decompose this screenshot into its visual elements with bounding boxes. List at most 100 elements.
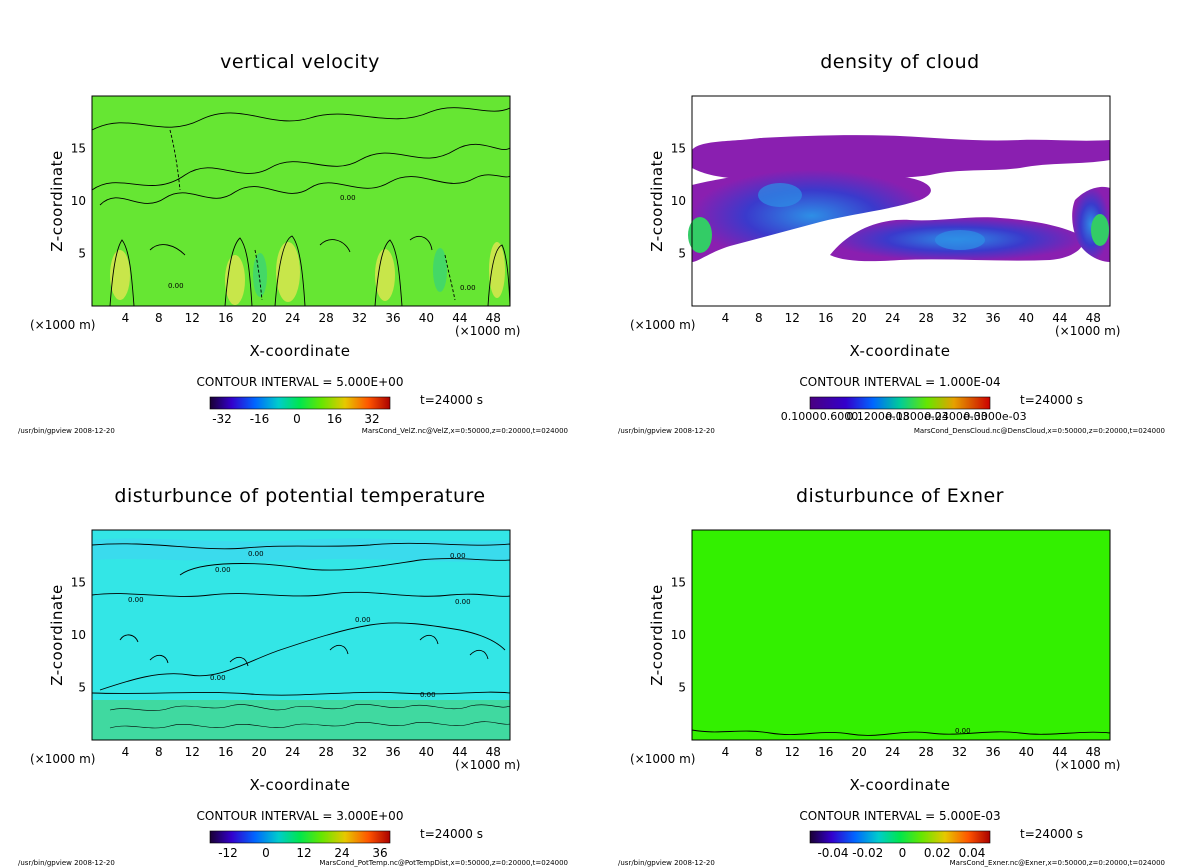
x-tick-label: 4 bbox=[722, 745, 730, 759]
x-unit-label: (×1000 m) bbox=[30, 752, 95, 766]
colorbar-tick-label: 0.2400e-03 bbox=[924, 410, 987, 423]
x-tick-label: 20 bbox=[252, 311, 267, 325]
colorbar-tick-label: -0.02 bbox=[852, 846, 883, 860]
chart-title: disturbunce of Exner bbox=[796, 485, 1004, 507]
cloud-core bbox=[758, 183, 802, 207]
colorbar-tick-label: 36 bbox=[372, 846, 387, 860]
x-axis: 4 8 12 16 20 24 28 32 36 40 44 48 (×1000 m) (×1000 … bbox=[30, 311, 520, 360]
x-tick-label: 16 bbox=[218, 745, 233, 759]
x-tick-label: 40 bbox=[419, 745, 434, 759]
x-tick-label: 44 bbox=[452, 745, 467, 759]
contour-interval: CONTOUR INTERVAL = 1.000E-04 bbox=[799, 375, 1000, 389]
x-tick-label: 4 bbox=[122, 745, 130, 759]
x-axis-label: X-coordinate bbox=[850, 776, 951, 794]
contour-label: 0.00 bbox=[248, 550, 264, 558]
x-tick-label: 16 bbox=[818, 311, 833, 325]
colorbar-tick-label: 32 bbox=[364, 412, 379, 426]
chart-title: density of cloud bbox=[820, 51, 980, 73]
x-axis: 4 8 12 16 20 24 28 32 36 40 44 48 (×1000 m) (×1000 … bbox=[30, 745, 520, 794]
x-tick-label: 44 bbox=[1052, 745, 1067, 759]
contour-label: 0.00 bbox=[128, 596, 144, 604]
y-tick-label: 15 bbox=[671, 576, 686, 590]
x-tick-label: 40 bbox=[1019, 745, 1034, 759]
x-tick-label: 28 bbox=[918, 311, 933, 325]
cloud-layer-middle bbox=[692, 169, 931, 262]
colorbar-tick-label: -0.04 bbox=[817, 846, 848, 860]
x-tick-label: 40 bbox=[419, 311, 434, 325]
y-tick-label: 10 bbox=[671, 194, 686, 208]
x-tick-label: 44 bbox=[452, 311, 467, 325]
y-axis: 5 10 15 Z-coordinate bbox=[48, 576, 86, 695]
plot-area: 0.00 0.00 0.00 0.00 0.00 0.00 0.00 0.00 bbox=[91, 529, 511, 741]
contour-interval: CONTOUR INTERVAL = 5.000E-03 bbox=[799, 809, 1000, 823]
x-tick-label: 32 bbox=[952, 311, 967, 325]
field-low-region bbox=[433, 248, 447, 292]
x-axis: 4 8 12 16 20 24 28 32 36 40 44 48 (×1000 m) (×1000 … bbox=[630, 745, 1120, 794]
colorbar-tick-label: -32 bbox=[212, 412, 232, 426]
y-axis-label: Z-coordinate bbox=[648, 150, 666, 251]
x-unit-label: (×1000 m) bbox=[30, 318, 95, 332]
cloud-core bbox=[1091, 214, 1109, 246]
colorbar: -12 0 12 24 36 bbox=[209, 830, 391, 860]
colorbar-tick-label: -16 bbox=[250, 412, 270, 426]
colorbar-tick-labels: 0.1000 0.60000.1200e-030.1800e-030.2400e-… bbox=[781, 410, 1027, 423]
x-tick-label: 24 bbox=[285, 311, 300, 325]
panel-vertical-velocity: vertical velocity bbox=[18, 51, 568, 435]
chart-title: disturbunce of potential temperature bbox=[114, 485, 485, 507]
panel-exner: disturbunce of Exner 0.00 4 8 12 16 20 24 28 32… bbox=[618, 485, 1165, 867]
colorbar-strip bbox=[809, 396, 991, 410]
y-tick-labels: 5 10 15 bbox=[71, 576, 86, 695]
x-tick-label: 12 bbox=[785, 745, 800, 759]
contour-label: 0.00 bbox=[215, 566, 231, 574]
x-axis-label: X-coordinate bbox=[850, 342, 951, 360]
colorbar-tick-label: 0.1000 bbox=[781, 410, 820, 423]
x-tick-label: 20 bbox=[852, 745, 867, 759]
x-tick-label: 12 bbox=[185, 745, 200, 759]
field-background bbox=[92, 96, 510, 306]
y-tick-label: 15 bbox=[71, 142, 86, 156]
y-tick-label: 10 bbox=[71, 628, 86, 642]
contour-label: 0.00 bbox=[355, 616, 371, 624]
colorbar-tick-label: 0.1200e-03 bbox=[846, 410, 909, 423]
x-tick-label: 36 bbox=[985, 311, 1000, 325]
y-tick-label: 10 bbox=[71, 194, 86, 208]
x-tick-label: 8 bbox=[755, 745, 763, 759]
x-tick-labels: 4 8 12 16 20 24 28 32 36 40 44 48 bbox=[722, 311, 1101, 325]
time-label: t=24000 s bbox=[1020, 827, 1083, 841]
x-tick-label: 16 bbox=[818, 745, 833, 759]
colorbar-tick-label: 16 bbox=[327, 412, 342, 426]
contour-interval: CONTOUR INTERVAL = 5.000E+00 bbox=[197, 375, 404, 389]
colorbar-tick-label: 0.1800e-03 bbox=[885, 410, 948, 423]
colorbar-tick-label: 0 bbox=[293, 412, 301, 426]
chart-title: vertical velocity bbox=[220, 51, 380, 73]
x-tick-label: 36 bbox=[385, 311, 400, 325]
field-high-region bbox=[375, 249, 395, 301]
x-axis-label: X-coordinate bbox=[250, 776, 351, 794]
x-unit-label: (×1000 m) bbox=[455, 758, 520, 772]
contour-label: 0.00 bbox=[210, 674, 226, 682]
x-tick-label: 48 bbox=[1086, 311, 1101, 325]
panel-potential-temperature: disturbunce of potential temperature bbox=[18, 485, 568, 867]
y-tick-label: 10 bbox=[671, 628, 686, 642]
colorbar: 0.1000 0.60000.1200e-030.1800e-030.2400e-… bbox=[781, 396, 1027, 423]
time-label: t=24000 s bbox=[420, 393, 483, 407]
colorbar-tick-label: 0.04 bbox=[959, 846, 986, 860]
x-unit-label: (×1000 m) bbox=[1055, 758, 1120, 772]
program-label: /usr/bin/gpview 2008-12-20 bbox=[18, 859, 115, 867]
colorbar-tick-labels: -0.04 -0.02 0 0.02 0.04 bbox=[817, 846, 985, 860]
y-tick-labels: 5 10 15 bbox=[671, 142, 686, 261]
x-tick-label: 36 bbox=[385, 745, 400, 759]
y-axis-label: Z-coordinate bbox=[48, 584, 66, 685]
colorbar-tick-label: -12 bbox=[218, 846, 238, 860]
colorbar: -0.04 -0.02 0 0.02 0.04 bbox=[809, 830, 991, 860]
x-axis-label: X-coordinate bbox=[250, 342, 351, 360]
panel-density-of-cloud: density of cloud 4 8 12 16 20 24 28 32 36 40 44 48 … bbox=[618, 51, 1165, 435]
field-upper-band bbox=[92, 538, 510, 562]
contour-label: 0.00 bbox=[455, 598, 471, 606]
x-tick-label: 28 bbox=[918, 745, 933, 759]
plot-area: 0.00 0.00 0.00 bbox=[91, 95, 511, 307]
x-tick-label: 20 bbox=[852, 311, 867, 325]
x-tick-label: 20 bbox=[252, 745, 267, 759]
field-background bbox=[692, 530, 1110, 740]
